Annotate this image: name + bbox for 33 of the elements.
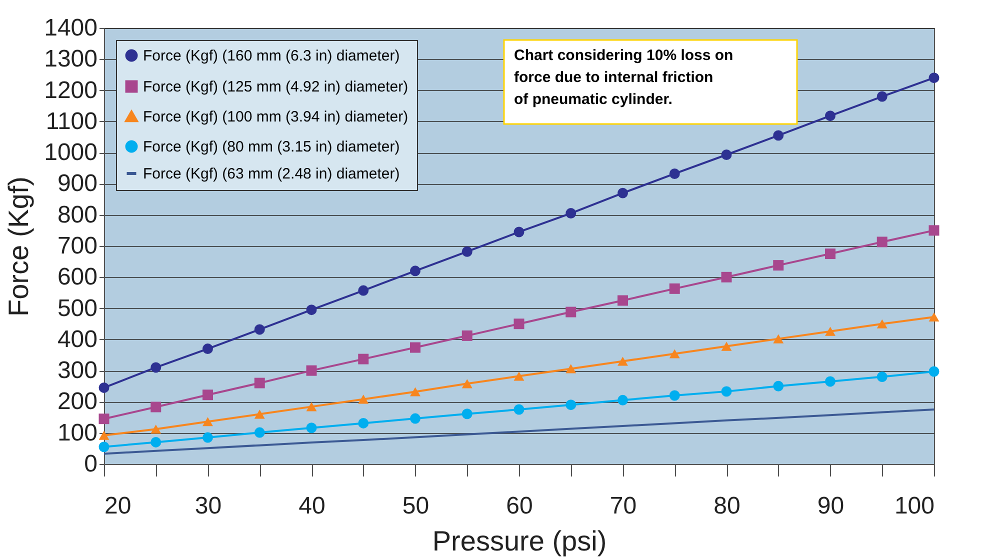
legend-label: Force (Kgf) (100 mm (3.94 in) diameter) (143, 108, 408, 126)
x-tick-label: 20 (104, 492, 132, 520)
y-tick-label: 1200 (44, 76, 98, 104)
y-tick-label: 100 (57, 419, 98, 446)
x-tick-label: 80 (714, 492, 740, 520)
y-tick-label: 1000 (44, 139, 98, 166)
legend-label: Force (Kgf) (63 mm (2.48 in) diameter) (143, 166, 400, 182)
line-series (103, 408, 935, 455)
y-axis-title: Force (Kgf) (3, 176, 34, 317)
legend-label: Force (Kgf) (160 mm (6.3 in) diameter) (143, 48, 400, 64)
y-tick-label: 1300 (44, 46, 98, 73)
y-tick-label: 500 (57, 294, 98, 322)
y-tick-label: 300 (57, 357, 98, 384)
x-tick-label: 30 (194, 492, 222, 520)
x-tick-label: 50 (402, 492, 430, 520)
y-tick-label: 900 (57, 170, 98, 198)
x-tick-label: 60 (506, 492, 533, 520)
y-tick-label: 600 (57, 264, 98, 291)
legend-label: Force (Kgf) (80 mm (3.15 in) diameter) (143, 138, 400, 156)
x-tick-label: 100 (894, 492, 934, 520)
y-tick-label: 0 (84, 450, 98, 478)
x-tick-label: 70 (610, 492, 637, 520)
legend-label: Force (Kgf) (125 mm (4.92 in) diameter) (143, 78, 408, 96)
y-tick-label: 1400 (44, 14, 98, 42)
y-tick-label: 700 (57, 232, 98, 260)
x-axis-title: Pressure (psi) (432, 526, 607, 556)
y-tick-label: 1100 (46, 108, 98, 135)
y-tick-label: 200 (57, 388, 98, 416)
x-tick-label: 40 (298, 492, 326, 520)
x-tick-label: 90 (817, 492, 844, 520)
y-tick-label: 800 (57, 201, 98, 228)
y-tick-label: 400 (57, 326, 98, 353)
annotation: Chart considering 10% loss on force due to internal friction of pneumatic cylinder. (514, 47, 734, 108)
